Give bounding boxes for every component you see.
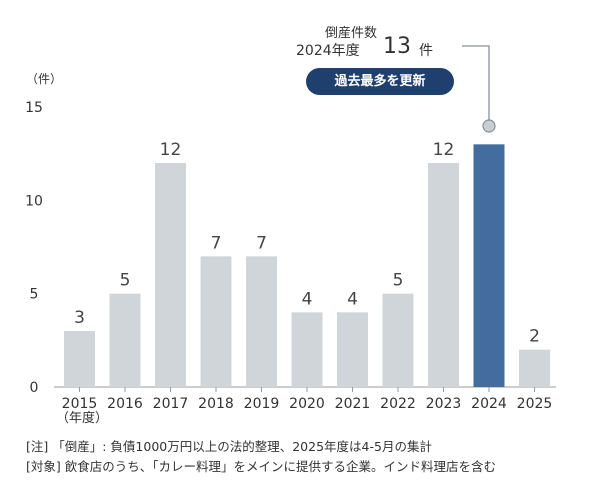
bar — [519, 349, 550, 387]
bar — [200, 256, 232, 387]
x-tick-label: 2023 — [426, 396, 462, 412]
footnote-1: [注] 「倒産」: 負債1000万円以上の法的整理、2025年度は4-5月の集計 — [26, 439, 432, 454]
bar — [382, 293, 414, 387]
data-label: 5 — [393, 271, 404, 291]
bar — [155, 163, 186, 387]
bar — [428, 163, 459, 387]
callout-value: 13 — [383, 34, 411, 59]
callout-year: 2024年度 — [296, 43, 360, 59]
x-unit-label: （年度） — [56, 411, 109, 426]
x-tick-label: 2019 — [244, 396, 280, 412]
data-label: 12 — [160, 140, 182, 160]
y-tick-label: 5 — [30, 287, 39, 303]
data-label: 12 — [433, 140, 455, 160]
bar — [291, 312, 323, 387]
bar — [109, 293, 141, 387]
callout-dot — [482, 119, 496, 133]
x-tick-label: 2018 — [198, 396, 234, 412]
x-tick-label: 2022 — [380, 396, 416, 412]
data-label: 4 — [302, 289, 313, 309]
bar — [337, 312, 368, 387]
x-tick-label: 2017 — [153, 396, 189, 412]
x-tick-label: 2015 — [62, 396, 98, 412]
data-label: 3 — [74, 308, 85, 328]
y-tick-label: 0 — [30, 380, 39, 396]
x-tick-label: 2024 — [471, 396, 507, 412]
footnote-2: [対象] 飲食店のうち、「カレー料理」をメインに提供する企業。インド料理店を含む — [26, 459, 496, 474]
data-label: 5 — [120, 271, 131, 291]
x-tick-label: 2016 — [107, 396, 143, 412]
data-label: 7 — [256, 233, 267, 253]
y-unit-label: （件） — [26, 72, 63, 86]
data-label: 7 — [211, 233, 222, 253]
y-tick-label: 15 — [25, 100, 43, 116]
bar — [246, 256, 277, 387]
y-tick-label: 10 — [25, 193, 43, 209]
x-tick-label: 2021 — [335, 396, 371, 412]
data-label: 4 — [347, 289, 358, 309]
x-tick-label: 2025 — [517, 396, 553, 412]
callout-line — [462, 45, 490, 120]
callout-title: 倒産件数 — [325, 26, 378, 41]
x-tick-label: 2020 — [289, 396, 325, 412]
data-label: 2 — [529, 327, 540, 347]
bar — [64, 331, 95, 387]
callout-unit: 件 — [419, 43, 433, 59]
record-badge: 過去最多を更新 — [306, 68, 454, 95]
bar — [473, 144, 505, 387]
